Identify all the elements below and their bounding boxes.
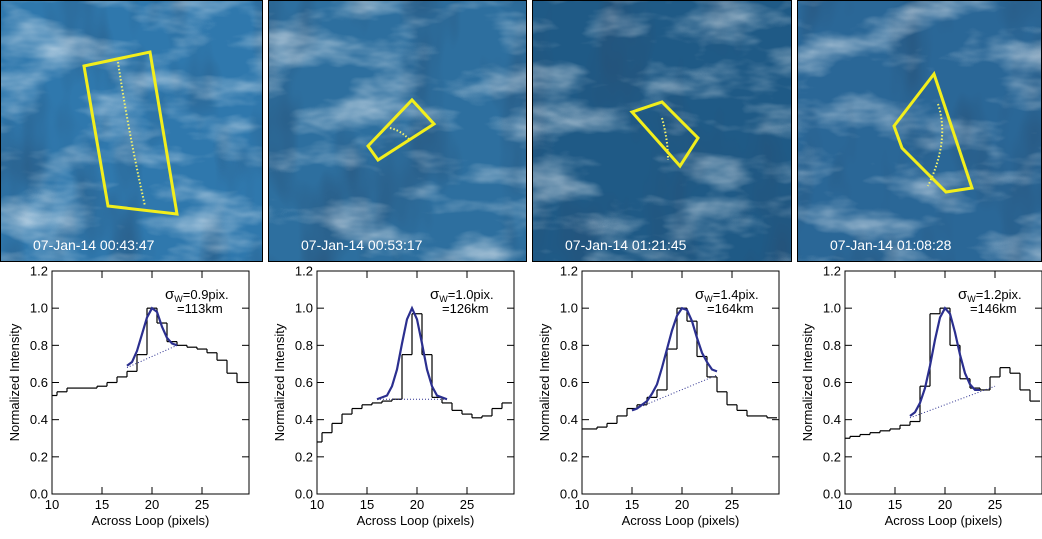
y-tick-label: 0.6 <box>30 375 48 390</box>
x-tick-label: 15 <box>95 497 109 512</box>
x-tick-label: 10 <box>575 497 589 512</box>
x-tick-label: 10 <box>310 497 324 512</box>
fit-line <box>127 308 177 366</box>
x-tick-label: 20 <box>938 497 952 512</box>
y-tick-label: 1.0 <box>823 301 841 316</box>
y-tick-label: 1.0 <box>295 301 313 316</box>
annotation-km: =146km <box>970 301 1017 316</box>
y-tick-label: 0.6 <box>295 375 313 390</box>
y-tick-label: 0.4 <box>295 412 313 427</box>
sigma-value: =0.9pix. <box>183 287 229 302</box>
x-tick-label: 20 <box>145 497 159 512</box>
image-texture-bright <box>532 0 792 262</box>
y-tick-label: 0.8 <box>30 338 48 353</box>
sigma-value: =1.0pix. <box>448 287 494 302</box>
y-tick-label: 1.2 <box>560 264 578 279</box>
figure: 07-Jan-14 00:43:47 07-Jan-14 00:53:17 07-J… <box>0 0 1042 539</box>
x-axis-label: Across Loop (pixels) <box>885 513 1003 528</box>
y-tick-label: 1.0 <box>560 301 578 316</box>
image-panel: 07-Jan-14 01:21:45 <box>532 0 792 262</box>
x-tick-label: 20 <box>410 497 424 512</box>
image-texture-bright <box>0 0 263 262</box>
background-line <box>910 386 995 418</box>
image-panel: 07-Jan-14 00:53:17 <box>268 0 527 262</box>
y-tick-label: 0.8 <box>560 338 578 353</box>
x-tick-label: 15 <box>360 497 374 512</box>
fit-line <box>632 308 717 410</box>
y-axis-label: Normalized Intensity <box>800 323 815 441</box>
x-tick-label: 25 <box>988 497 1002 512</box>
y-tick-label: 1.2 <box>823 264 841 279</box>
sigma-value: =1.2pix. <box>976 287 1022 302</box>
y-tick-label: 0.8 <box>823 338 841 353</box>
sigma-value: =1.4pix. <box>713 287 759 302</box>
x-axis-label: Across Loop (pixels) <box>622 513 740 528</box>
timestamp: 07-Jan-14 00:53:17 <box>301 237 423 253</box>
x-tick-label: 15 <box>625 497 639 512</box>
annotation-km: =164km <box>707 301 754 316</box>
y-tick-label: 0.2 <box>823 449 841 464</box>
y-tick-label: 0.2 <box>30 449 48 464</box>
y-tick-label: 0.2 <box>560 449 578 464</box>
y-axis-label: Normalized Intensity <box>537 323 552 441</box>
series <box>910 308 980 416</box>
y-tick-label: 0.8 <box>295 338 313 353</box>
y-tick-label: 0.4 <box>823 412 841 427</box>
timestamp: 07-Jan-14 01:08:28 <box>830 237 952 253</box>
y-tick-label: 0.6 <box>560 375 578 390</box>
x-tick-label: 25 <box>460 497 474 512</box>
y-tick-label: 0.2 <box>295 449 313 464</box>
image-texture-bright <box>797 0 1042 262</box>
series <box>127 308 177 366</box>
series <box>840 308 1040 438</box>
y-axis-label: Normalized Intensity <box>7 323 22 441</box>
x-axis-label: Across Loop (pixels) <box>92 513 210 528</box>
x-axis-label: Across Loop (pixels) <box>357 513 475 528</box>
y-axis-label: Normalized Intensity <box>272 323 287 441</box>
series <box>632 308 717 410</box>
series <box>312 314 512 442</box>
y-tick-label: 0.4 <box>30 412 48 427</box>
y-tick-label: 1.0 <box>30 301 48 316</box>
x-tick-label: 25 <box>725 497 739 512</box>
y-tick-label: 0.6 <box>823 375 841 390</box>
series <box>910 386 995 418</box>
image-panel: 07-Jan-14 00:43:47 <box>0 0 263 262</box>
x-tick-label: 15 <box>888 497 902 512</box>
y-tick-label: 0.4 <box>560 412 578 427</box>
x-tick-label: 25 <box>195 497 209 512</box>
timestamp: 07-Jan-14 01:21:45 <box>565 237 687 253</box>
x-tick-label: 20 <box>675 497 689 512</box>
x-tick-label: 10 <box>838 497 852 512</box>
image-panel: 07-Jan-14 01:08:28 <box>797 0 1042 262</box>
y-tick-label: 1.2 <box>295 264 313 279</box>
image-row: 07-Jan-14 00:43:47 07-Jan-14 00:53:17 07-J… <box>0 0 1042 262</box>
series <box>577 308 777 429</box>
annotation-km: =126km <box>442 301 489 316</box>
y-tick-label: 1.2 <box>30 264 48 279</box>
annotation-km: =113km <box>177 301 223 316</box>
fit-line <box>910 308 980 416</box>
x-tick-label: 10 <box>45 497 59 512</box>
timestamp: 07-Jan-14 00:43:47 <box>33 237 155 253</box>
